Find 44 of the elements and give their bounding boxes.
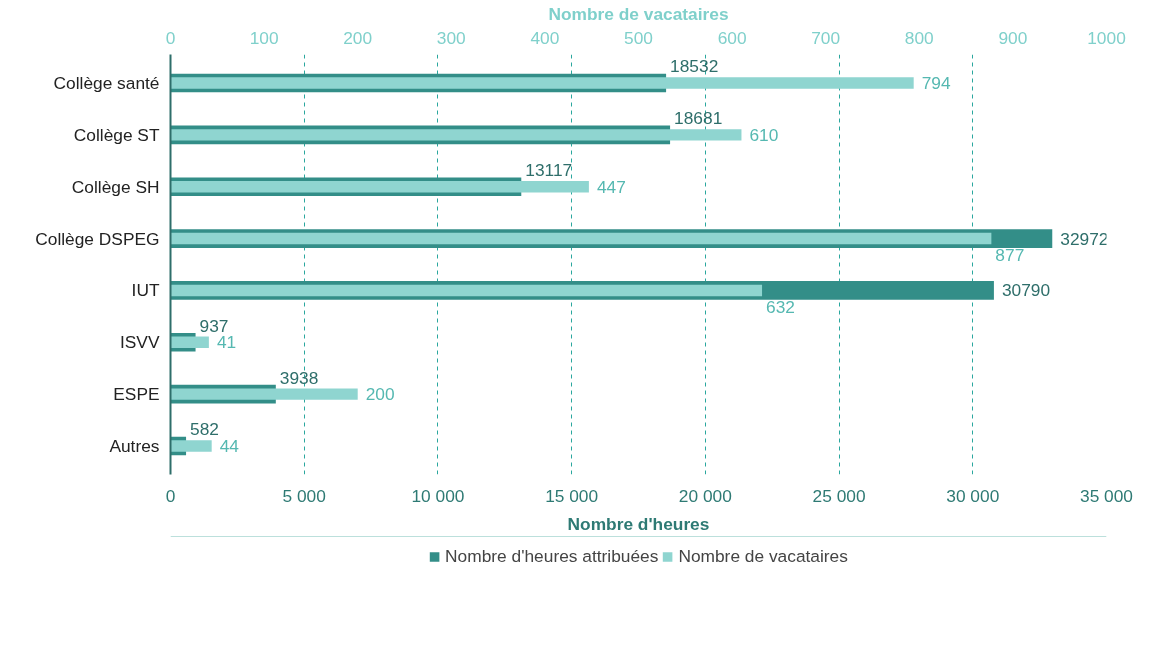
x-tick-label: 15 000 <box>545 485 599 506</box>
x-tick-label: 30 000 <box>946 485 1000 506</box>
x2-tick-label: 800 <box>904 27 934 48</box>
x-tick-label: 5 000 <box>282 485 326 506</box>
data-label: 3938 <box>279 367 319 388</box>
legend-label: Nombre de vacataires <box>678 545 848 567</box>
x2-tick-label: 400 <box>530 27 560 48</box>
y-tick-label: ESPE <box>113 384 160 405</box>
data-label: 13117 <box>525 160 573 181</box>
x-tick-label: 25 000 <box>812 485 866 506</box>
data-label: 447 <box>596 176 626 197</box>
data-label: 44 <box>219 435 240 456</box>
x-tick-label: 20 000 <box>678 485 732 506</box>
data-label: 200 <box>365 384 395 405</box>
data-label: 610 <box>749 124 779 145</box>
x2-tick-label: 600 <box>717 27 747 48</box>
data-label: 632 <box>766 297 795 318</box>
y-tick-label: Collège ST <box>73 124 160 145</box>
data-label: 794 <box>921 73 951 94</box>
x2-tick-label: 0 <box>165 27 176 48</box>
y-tick-label: Collège DSPEG <box>35 228 160 249</box>
x2-tick-label: 200 <box>343 27 373 48</box>
x-tick-label: 35 000 <box>1080 485 1133 506</box>
y-tick-label: Autres <box>109 435 160 456</box>
x2-tick-label: 700 <box>811 27 841 48</box>
data-label: 877 <box>995 245 1025 266</box>
x-tick-label: 10 000 <box>411 485 465 506</box>
data-label: 18681 <box>674 108 723 129</box>
x2-tick-label: 500 <box>624 27 653 48</box>
y-tick-label: ISVV <box>120 332 160 353</box>
data-label: 582 <box>190 419 219 440</box>
x2-axis-title: Nombre de vacataires <box>548 3 729 24</box>
x-axis-title: Nombre d'heures <box>567 513 710 534</box>
legend-label: Nombre d'heures attribuées <box>445 545 659 567</box>
x2-tick-label: 300 <box>436 27 466 48</box>
x2-tick-label: 900 <box>998 27 1028 48</box>
data-label: 18532 <box>670 56 719 77</box>
y-tick-label: IUT <box>131 280 160 301</box>
x2-tick-label: 100 <box>249 27 279 48</box>
y-tick-label: Collège SH <box>71 176 160 197</box>
x2-tick-label: 1000 <box>1087 27 1126 48</box>
data-label: 30790 <box>1001 280 1051 301</box>
y-tick-label: Collège santé <box>53 73 160 94</box>
x-tick-label: 0 <box>165 485 176 506</box>
